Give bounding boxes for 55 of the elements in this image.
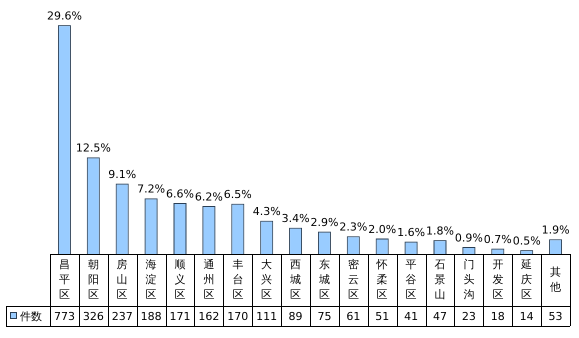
text: 41 [404, 310, 418, 323]
x-tick-label: 房山区 [116, 258, 128, 301]
x-tick-label: 平谷区 [406, 258, 417, 301]
text: 773 [54, 310, 75, 323]
text: 14 [520, 310, 534, 323]
data-label: 0.7% [484, 232, 512, 246]
data-label: 1.8% [426, 224, 454, 238]
data-label: 0.9% [454, 231, 483, 244]
data-label: 1.9% [542, 224, 570, 237]
text: 188 [140, 310, 162, 323]
text: 75 [317, 310, 332, 323]
data-label: 9.1% [108, 168, 136, 181]
data-label: 2.0% [368, 222, 396, 236]
data-label: 2.9% [310, 216, 338, 229]
data-label: 1.6% [397, 226, 426, 239]
data-label: 3.4% [282, 212, 310, 226]
legend-label: 件数 [20, 310, 42, 323]
text: 51 [375, 310, 390, 323]
data-label: 7.2% [137, 182, 166, 196]
x-tick-label: 石景山 [434, 258, 446, 301]
text: 171 [170, 310, 190, 323]
data-label: 12.5% [76, 142, 111, 155]
data-label: 6.6% [166, 187, 194, 200]
text: 89 [288, 310, 303, 323]
x-tick-label: 东城区 [318, 258, 330, 301]
x-tick-label: 延庆区 [520, 258, 532, 301]
x-tick-label: 密云区 [348, 258, 359, 301]
x-tick-label: 朝阳区 [88, 258, 99, 301]
data-label: 4.3% [252, 205, 281, 218]
x-tick-label: 开发区 [492, 258, 504, 301]
data-label: 6.5% [224, 188, 252, 202]
text: 53 [548, 310, 563, 323]
x-tick-label: 门头沟 [463, 258, 474, 301]
text: 18 [490, 310, 505, 323]
x-tick-label: 海淀区 [146, 258, 157, 301]
data-label: 2.3% [339, 220, 368, 234]
x-tick-label: 怀柔区 [376, 258, 388, 301]
text: 162 [198, 310, 220, 323]
text: 111 [256, 310, 278, 323]
data-label: 0.5% [512, 234, 541, 248]
text: 61 [346, 310, 360, 323]
x-tick-label: 其他 [550, 265, 562, 294]
x-tick-label: 西城区 [289, 258, 302, 301]
data-label: 6.2% [194, 190, 223, 204]
x-tick-label: 顺义区 [174, 258, 186, 301]
x-tick-label: 通州区 [203, 258, 214, 301]
text: 237 [112, 310, 133, 323]
text: 47 [433, 310, 447, 323]
text: 170 [227, 310, 248, 323]
x-tick-label: 大兴区 [261, 258, 272, 301]
text: 326 [82, 310, 104, 323]
text: 23 [462, 310, 476, 323]
x-tick-label: 丰台区 [232, 258, 244, 301]
data-label: 29.6% [46, 9, 82, 22]
x-tick-label: 昌平区 [58, 258, 70, 301]
